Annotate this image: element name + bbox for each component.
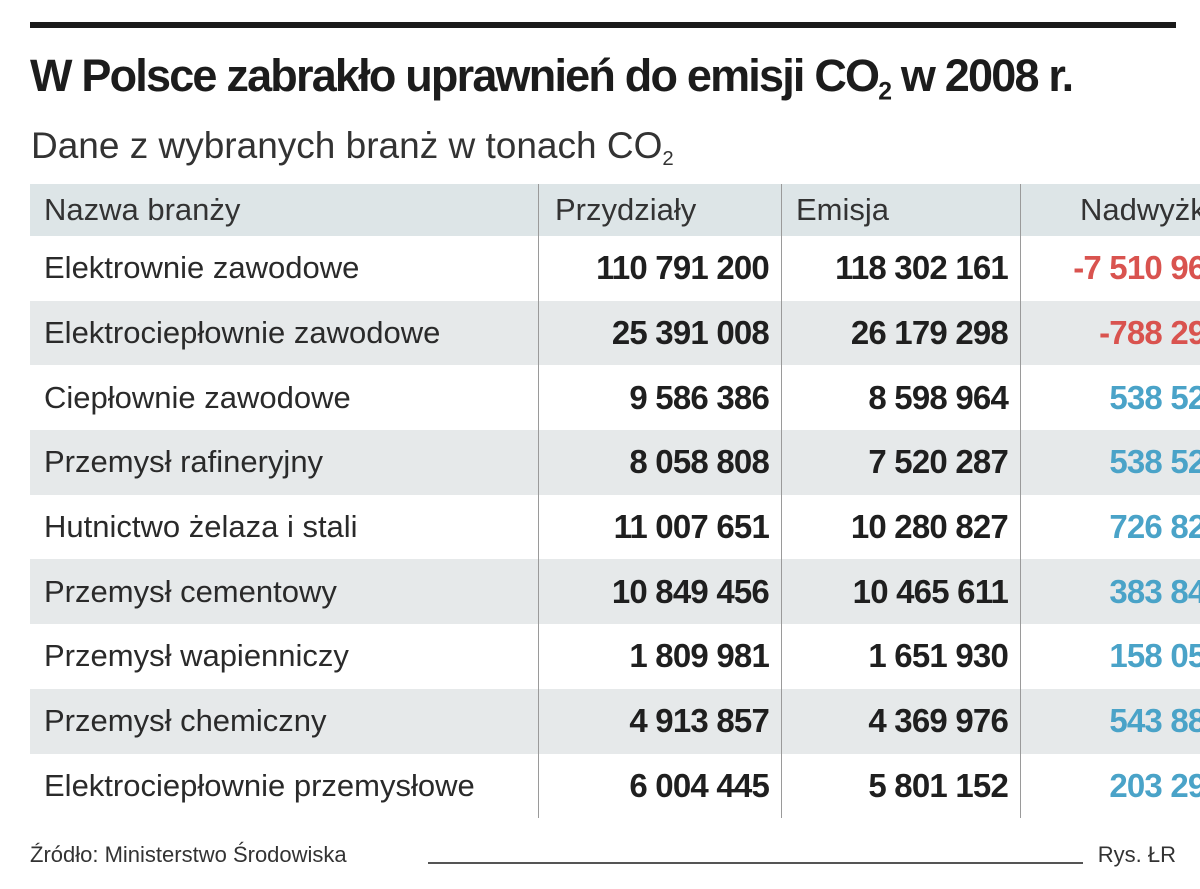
allocations-cell: 9 586 386	[538, 365, 782, 431]
subtitle-main: Dane z wybranych branż w tonach CO	[31, 125, 663, 166]
branch-name-cell: Elektrociepłownie przemysłowe	[44, 767, 475, 803]
branch-name-cell: Przemysł wapienniczy	[44, 638, 349, 674]
table-body: Elektrownie zawodowe 110 791 200 118 302 1…	[30, 236, 1200, 819]
allocations-cell: 1 809 981	[538, 624, 782, 689]
header-row: Nazwa branży Przydziały Emisja Nadwyżka	[30, 184, 1200, 236]
surplus-cell: 383 845	[1020, 559, 1200, 625]
table-row: Przemysł cementowy 10 849 456 10 465 611 38…	[30, 559, 1200, 625]
allocations-cell: 8 058 808	[538, 430, 782, 495]
allocations-cell: 6 004 445	[538, 753, 782, 819]
title-tail: w 2008 r.	[890, 50, 1074, 101]
emission-cell: 4 369 976	[781, 688, 1021, 754]
table-row: Przemysł rafineryjny 8 058 808 7 520 287 53…	[30, 430, 1200, 495]
table-row: Przemysł chemiczny 4 913 857 4 369 976 543 …	[30, 688, 1200, 754]
table-row: Przemysł wapienniczy 1 809 981 1 651 930 15…	[30, 624, 1200, 689]
emission-cell: 7 520 287	[781, 430, 1021, 495]
allocations-cell: 25 391 008	[538, 300, 782, 366]
emission-cell: 26 179 298	[781, 300, 1021, 366]
table-header: Nazwa branży Przydziały Emisja Nadwyżka	[30, 184, 1200, 236]
branch-name-cell: Przemysł chemiczny	[30, 688, 539, 754]
graphic-credit: Rys. ŁR	[1097, 842, 1176, 867]
surplus-cell: 726 824	[1020, 494, 1200, 560]
chart-subtitle: Dane z wybranych branż w tonach CO2	[31, 121, 674, 171]
subtitle-subscript: 2	[662, 148, 674, 171]
branch-name-cell: Przemysł cementowy	[30, 559, 539, 625]
column-header-emission: Emisja	[781, 184, 1021, 236]
surplus-cell: 158 051	[1020, 624, 1200, 689]
branch-name-cell: Elektrownie zawodowe	[44, 250, 360, 286]
table-row: Elektrociepłownie zawodowe 25 391 008 26 1…	[30, 300, 1200, 366]
chart-title: W Polsce zabrakło uprawnień do emisji CO…	[30, 46, 1074, 106]
branch-name-cell: Hutnictwo żelaza i stali	[44, 509, 358, 545]
allocations-cell: 110 791 200	[538, 236, 782, 301]
table-row: Hutnictwo żelaza i stali 11 007 651 10 280…	[30, 494, 1200, 560]
allocations-cell: 10 849 456	[538, 559, 782, 625]
surplus-cell: 538 521	[1020, 365, 1200, 431]
branch-name-cell: Elektrociepłownie zawodowe	[30, 300, 539, 366]
emission-cell: 5 801 152	[781, 753, 1021, 819]
allocations-cell: 4 913 857	[538, 688, 782, 754]
allocations-cell: 11 007 651	[538, 494, 782, 560]
column-header-surplus: Nadwyżka	[1020, 184, 1200, 236]
column-header-branch: Nazwa branży	[30, 184, 539, 236]
table-row: Ciepłownie zawodowe 9 586 386 8 598 964 538…	[30, 365, 1200, 431]
table-row: Elektrownie zawodowe 110 791 200 118 302 1…	[30, 236, 1200, 301]
table-row: Elektrociepłownie przemysłowe 6 004 445 5 …	[30, 753, 1200, 819]
branch-name-cell: Ciepłownie zawodowe	[44, 379, 351, 415]
data-table: Nazwa branży Przydziały Emisja Nadwyżka …	[30, 184, 1200, 819]
surplus-cell: -7 510 961	[1020, 236, 1200, 301]
emission-cell: 10 465 611	[781, 559, 1021, 625]
emission-cell: 118 302 161	[781, 236, 1021, 301]
emission-cell: 10 280 827	[781, 494, 1021, 560]
surplus-cell: 538 521	[1020, 430, 1200, 495]
surplus-cell: -788 290	[1020, 300, 1200, 366]
emission-cell: 1 651 930	[781, 624, 1021, 689]
title-subscript: 2	[878, 78, 892, 106]
surplus-cell: 543 881	[1020, 688, 1200, 754]
source-note: Źródło: Ministerstwo Środowiska	[30, 842, 347, 867]
footer-rule	[428, 862, 1083, 864]
top-rule	[30, 22, 1176, 28]
branch-name-cell: Przemysł rafineryjny	[30, 430, 539, 495]
surplus-cell: 203 293	[1020, 753, 1200, 819]
title-main: W Polsce zabrakło uprawnień do emisji CO	[30, 50, 880, 101]
emission-cell: 8 598 964	[781, 365, 1021, 431]
column-header-allocations: Przydziały	[538, 184, 782, 236]
